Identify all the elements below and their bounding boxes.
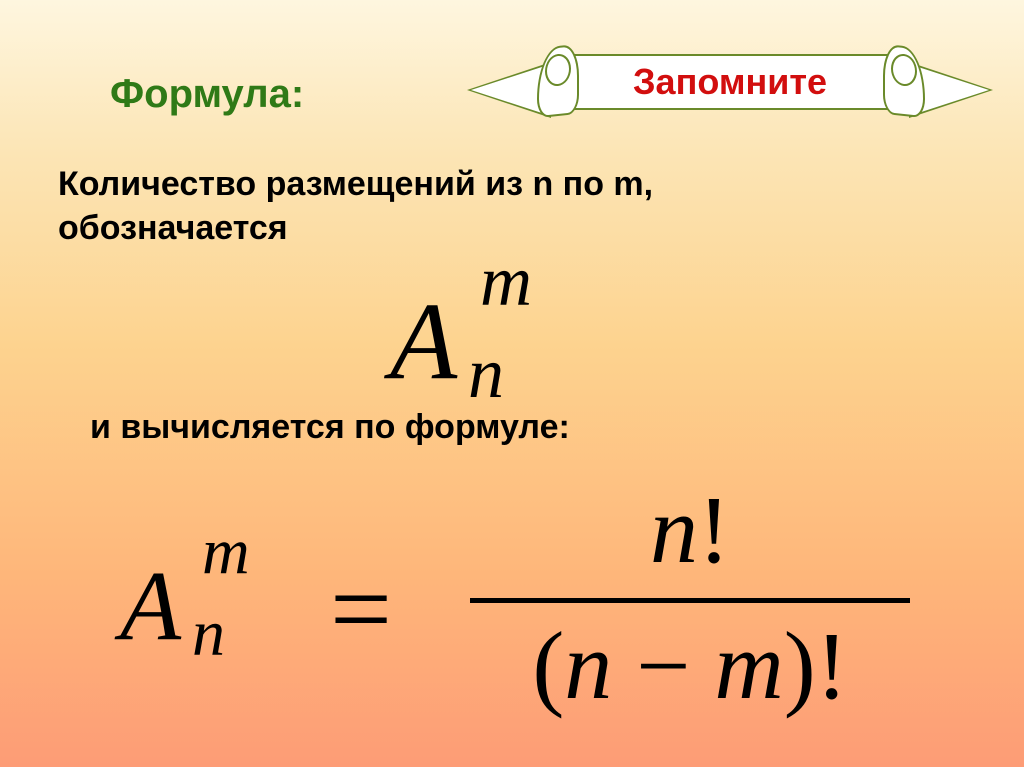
lhs-base: A <box>120 548 181 663</box>
den-b: m <box>714 612 783 719</box>
den-open: ( <box>532 612 564 719</box>
arrangement-formula: A m n = n! (n − m)! <box>100 470 920 730</box>
ribbon-center: Запомните <box>555 54 905 110</box>
equals-sign: = <box>330 546 392 673</box>
numerator-factorial: ! <box>698 476 730 583</box>
ribbon-label: Запомните <box>633 61 827 103</box>
ribbon-banner: Запомните <box>475 36 985 128</box>
calc-intro-text: и вычисляется по формуле: <box>90 408 570 447</box>
formula-fraction: n! (n − m)! <box>470 470 910 730</box>
notation-symbol: A m n <box>350 250 610 400</box>
notation-base: A <box>390 278 457 405</box>
den-minus: − <box>612 612 714 719</box>
numerator-var: n <box>650 476 698 583</box>
lhs-subscript: n <box>192 596 225 672</box>
notation-subscript: n <box>468 332 504 415</box>
fraction-numerator: n! <box>470 474 910 585</box>
notation-superscript: m <box>480 240 532 323</box>
den-close: ) <box>784 612 816 719</box>
lhs-superscript: m <box>202 514 250 590</box>
den-factorial: ! <box>816 612 848 719</box>
intro-text: Количество размещений из n по m, обознач… <box>58 162 653 250</box>
fraction-bar <box>470 598 910 603</box>
den-a: n <box>564 612 612 719</box>
intro-line-1: Количество размещений из n по m, <box>58 162 653 206</box>
ribbon-curl-right-icon <box>883 44 925 118</box>
slide-title: Формула: <box>110 72 304 117</box>
ribbon-curl-left-icon <box>537 44 579 118</box>
fraction-denominator: (n − m)! <box>470 610 910 721</box>
intro-line-2: обозначается <box>58 206 653 250</box>
